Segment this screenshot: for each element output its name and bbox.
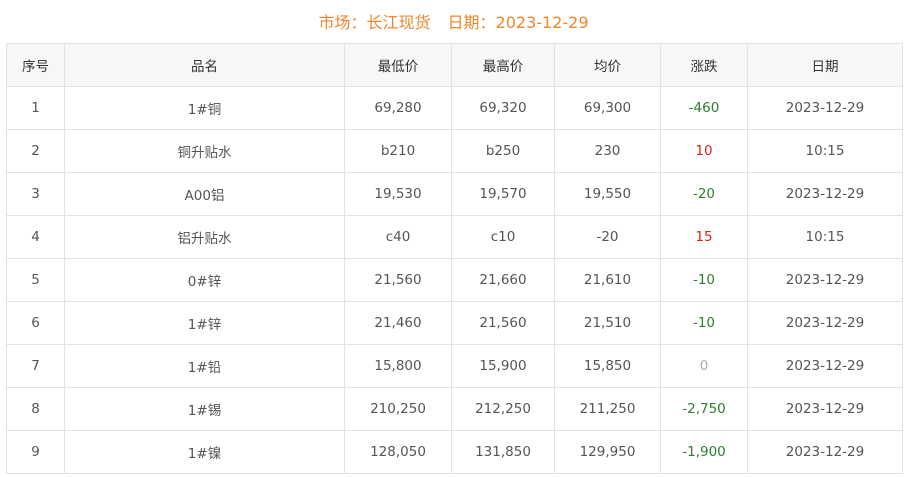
col-low: 最低价 [344,43,452,87]
cell-low: c40 [344,215,452,259]
cell-avg: 129,950 [554,430,661,474]
cell-low: 19,530 [344,172,452,216]
cell-name: 1#镍 [64,430,345,474]
cell-date: 10:15 [747,129,903,173]
cell-high: 69,320 [451,86,555,130]
cell-low: 21,560 [344,258,452,302]
cell-high: 21,660 [451,258,555,302]
cell-change: -1,900 [660,430,748,474]
cell-name: 1#锌 [64,301,345,345]
table-header: 序号 品名 最低价 最高价 均价 涨跌 日期 [6,43,903,87]
table-row: 2 铜升贴水 b210 b250 230 10 10:15 [6,129,903,173]
cell-no: 6 [6,301,65,345]
cell-avg: 211,250 [554,387,661,431]
table-row: 5 0#锌 21,560 21,660 21,610 -10 2023-12-29 [6,258,903,302]
cell-no: 7 [6,344,65,388]
cell-avg: 21,510 [554,301,661,345]
col-no: 序号 [6,43,65,87]
cell-low: b210 [344,129,452,173]
cell-change: 10 [660,129,748,173]
cell-low: 69,280 [344,86,452,130]
cell-avg: 69,300 [554,86,661,130]
col-change: 涨跌 [660,43,748,87]
cell-date: 2023-12-29 [747,86,903,130]
cell-no: 5 [6,258,65,302]
cell-no: 4 [6,215,65,259]
cell-name: 1#锡 [64,387,345,431]
cell-high: 212,250 [451,387,555,431]
cell-name: 1#铅 [64,344,345,388]
table-row: 6 1#锌 21,460 21,560 21,510 -10 2023-12-29 [6,301,903,345]
cell-date: 2023-12-29 [747,172,903,216]
cell-no: 9 [6,430,65,474]
cell-avg: -20 [554,215,661,259]
col-avg: 均价 [554,43,661,87]
cell-name: 1#铜 [64,86,345,130]
cell-name: 铝升贴水 [64,215,345,259]
cell-change: -460 [660,86,748,130]
cell-no: 2 [6,129,65,173]
date-label: 日期：2023-12-29 [447,13,589,32]
cell-high: 15,900 [451,344,555,388]
cell-change: -10 [660,301,748,345]
cell-low: 15,800 [344,344,452,388]
cell-avg: 21,610 [554,258,661,302]
market-label: 市场：长江现货 [318,13,431,32]
col-name: 品名 [64,43,345,87]
cell-change: -10 [660,258,748,302]
cell-high: 21,560 [451,301,555,345]
cell-high: 19,570 [451,172,555,216]
cell-date: 10:15 [747,215,903,259]
cell-change: 15 [660,215,748,259]
table-row: 9 1#镍 128,050 131,850 129,950 -1,900 2023-12-2… [6,430,903,474]
col-high: 最高价 [451,43,555,87]
cell-date: 2023-12-29 [747,430,903,474]
cell-no: 8 [6,387,65,431]
cell-high: b250 [451,129,555,173]
price-table: 序号 品名 最低价 最高价 均价 涨跌 日期 1 1#铜 69,280 69,320 6… [6,43,903,474]
col-date: 日期 [747,43,903,87]
cell-avg: 15,850 [554,344,661,388]
cell-date: 2023-12-29 [747,387,903,431]
cell-name: A00铝 [64,172,345,216]
table-row: 1 1#铜 69,280 69,320 69,300 -460 2023-12-29 [6,86,903,130]
cell-no: 3 [6,172,65,216]
table-row: 4 铝升贴水 c40 c10 -20 15 10:15 [6,215,903,259]
table-row: 3 A00铝 19,530 19,570 19,550 -20 2023-12-29 [6,172,903,216]
cell-change: 0 [660,344,748,388]
page-title: 市场：长江现货 日期：2023-12-29 [0,0,907,43]
cell-high: c10 [451,215,555,259]
cell-low: 210,250 [344,387,452,431]
cell-low: 21,460 [344,301,452,345]
cell-avg: 230 [554,129,661,173]
cell-high: 131,850 [451,430,555,474]
cell-date: 2023-12-29 [747,301,903,345]
cell-low: 128,050 [344,430,452,474]
cell-date: 2023-12-29 [747,344,903,388]
table-row: 8 1#锡 210,250 212,250 211,250 -2,750 2023-12-2… [6,387,903,431]
cell-change: -2,750 [660,387,748,431]
cell-name: 铜升贴水 [64,129,345,173]
cell-date: 2023-12-29 [747,258,903,302]
cell-name: 0#锌 [64,258,345,302]
cell-change: -20 [660,172,748,216]
table-row: 7 1#铅 15,800 15,900 15,850 0 2023-12-29 [6,344,903,388]
cell-no: 1 [6,86,65,130]
cell-avg: 19,550 [554,172,661,216]
